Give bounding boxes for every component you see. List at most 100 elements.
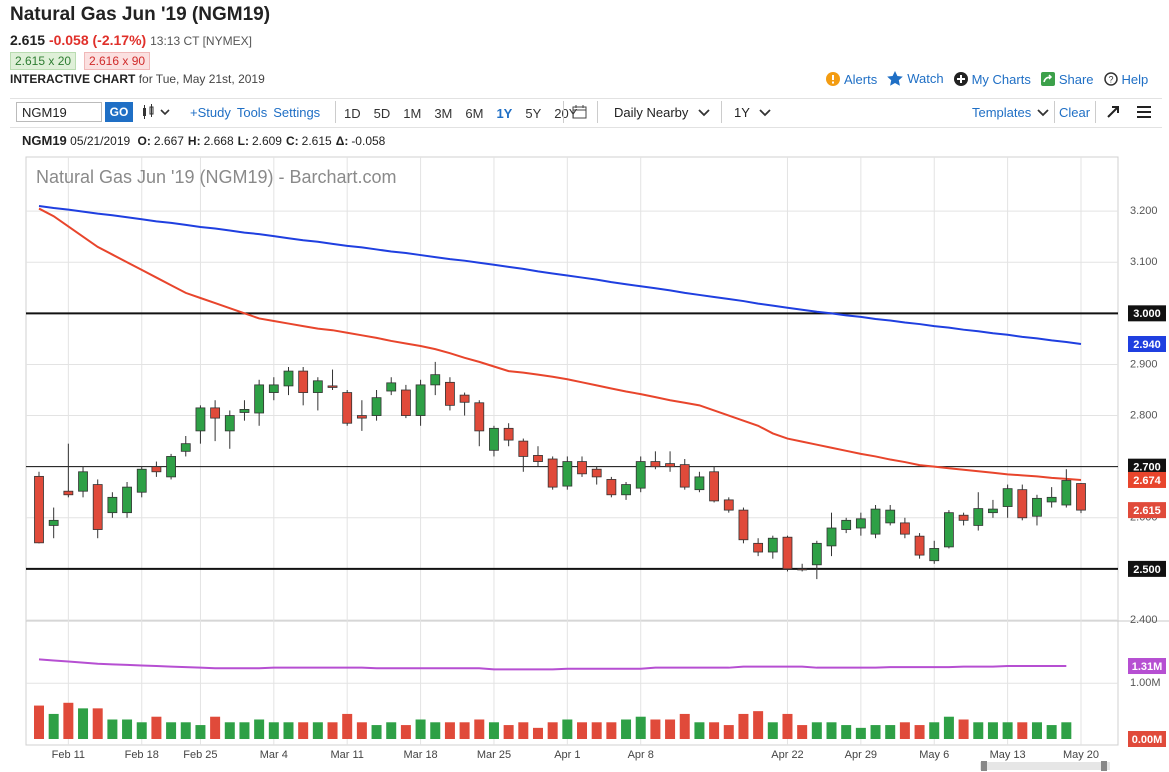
volume-bar xyxy=(151,716,162,739)
candle-body xyxy=(973,508,984,526)
quote-item-value: 2.667 xyxy=(153,134,184,148)
candle-body xyxy=(78,471,88,492)
chart-label: INTERACTIVE CHART xyxy=(10,72,136,86)
watermark: Natural Gas Jun '19 (NGM19) - Barchart.c… xyxy=(36,167,397,187)
volume-bar xyxy=(371,725,382,739)
quote-item: L: 2.609 xyxy=(238,134,282,148)
last-volume-label: 0.00M xyxy=(1132,734,1163,746)
quote-item: C: 2.615 xyxy=(286,134,332,148)
link-icon: ? xyxy=(1103,72,1118,86)
symbol-input[interactable]: NGM19 xyxy=(16,102,102,122)
scroll-handle[interactable] xyxy=(981,761,987,771)
candle-body xyxy=(562,461,573,487)
header-link[interactable]: Alerts xyxy=(826,72,877,87)
tool-link[interactable]: Settings xyxy=(273,105,321,120)
period[interactable]: 20Y xyxy=(554,106,578,121)
templates[interactable]: Templates xyxy=(972,105,1032,120)
volume-bar xyxy=(899,722,910,739)
quote-item-value: -0.058 xyxy=(351,134,386,148)
link-icon xyxy=(887,71,904,86)
candle-body xyxy=(210,407,221,419)
menu-icon[interactable] xyxy=(1136,105,1152,119)
volume-bar xyxy=(943,716,954,739)
y-tick-label: 1.00M xyxy=(1130,677,1161,689)
candle-body xyxy=(489,427,499,451)
time: 13:13 CT [NYMEX] xyxy=(150,34,252,48)
volume-bar xyxy=(34,705,44,739)
candle-body xyxy=(855,518,866,529)
volume-bar xyxy=(679,713,690,739)
volume-bar xyxy=(239,722,250,739)
contract-select[interactable]: Daily Nearby xyxy=(614,105,688,120)
header-link[interactable]: ? Help xyxy=(1103,72,1148,87)
candle-body xyxy=(650,461,661,468)
volume-bar xyxy=(606,722,617,739)
volume-bar xyxy=(136,722,147,739)
last-price: 2.615 xyxy=(10,32,46,48)
price-line-label-box xyxy=(1128,458,1166,475)
svg-text:?: ? xyxy=(1108,74,1113,84)
candle-body xyxy=(1002,488,1013,507)
go-button[interactable]: GO xyxy=(105,102,133,122)
chevron xyxy=(1037,109,1049,117)
separator xyxy=(597,101,598,123)
header-link[interactable]: Share xyxy=(1040,72,1094,87)
separator xyxy=(1095,101,1096,123)
expand-icon[interactable] xyxy=(1106,105,1120,119)
volume-bar xyxy=(283,722,294,739)
volume-bar xyxy=(1061,722,1072,739)
candle-body xyxy=(753,542,764,553)
clear[interactable]: Clear xyxy=(1059,105,1091,120)
candle-body xyxy=(151,466,162,473)
period[interactable]: 1Y xyxy=(496,106,513,121)
scroll-handle[interactable] xyxy=(1101,761,1107,771)
tool-link[interactable]: Tools xyxy=(236,105,268,120)
quote-item-label: L: xyxy=(237,134,249,148)
tool-link[interactable]: +Study xyxy=(190,105,231,120)
period[interactable]: 3M xyxy=(434,106,453,121)
chevron xyxy=(698,109,710,117)
moving-average xyxy=(38,205,1082,345)
ma-last-label-box xyxy=(1128,471,1166,488)
volume-bar xyxy=(327,722,338,739)
candle-body xyxy=(239,409,250,413)
header-link[interactable]: Watch xyxy=(887,71,944,86)
period[interactable]: 5Y xyxy=(525,106,542,121)
candle-body xyxy=(518,440,529,457)
moving-average xyxy=(38,658,1067,671)
candle-body xyxy=(415,384,426,416)
candle-body xyxy=(591,468,602,478)
link-icon xyxy=(953,72,968,86)
chart-type-icon[interactable] xyxy=(141,104,173,120)
volume-bar xyxy=(1002,722,1013,739)
period[interactable]: 1M xyxy=(403,106,422,121)
quote-item: Δ: -0.058 xyxy=(336,134,386,148)
candle-body xyxy=(635,461,646,489)
candle-body xyxy=(679,464,690,488)
range-select[interactable]: 1Y xyxy=(734,105,750,120)
chart-caption: INTERACTIVE CHART for Tue, May 21st, 201… xyxy=(10,72,265,86)
period[interactable]: 1D xyxy=(344,106,361,121)
header-link[interactable]: My Charts xyxy=(953,71,1031,87)
contract: Daily Nearby xyxy=(614,105,689,120)
separator xyxy=(721,101,722,123)
last-volume-label-box xyxy=(1128,731,1166,747)
candle-body xyxy=(826,527,837,547)
candle-body xyxy=(166,456,176,478)
volume-bar xyxy=(444,722,455,739)
ma-last-label: 2.674 xyxy=(1133,475,1161,487)
scrollbar[interactable] xyxy=(980,762,1110,770)
candle-body xyxy=(298,370,309,393)
link-text: My Charts xyxy=(971,71,1031,87)
period[interactable]: 5D xyxy=(373,106,391,121)
candle-body xyxy=(1046,496,1057,503)
volume-bar xyxy=(738,713,749,739)
volume-bar xyxy=(518,722,529,739)
period[interactable]: 6M xyxy=(465,106,484,121)
quote-item-label: C: xyxy=(285,134,299,148)
volume-bar xyxy=(650,719,661,739)
volume-bar xyxy=(987,722,998,739)
calendar-icon[interactable] xyxy=(572,104,588,120)
candle-body xyxy=(92,484,103,530)
